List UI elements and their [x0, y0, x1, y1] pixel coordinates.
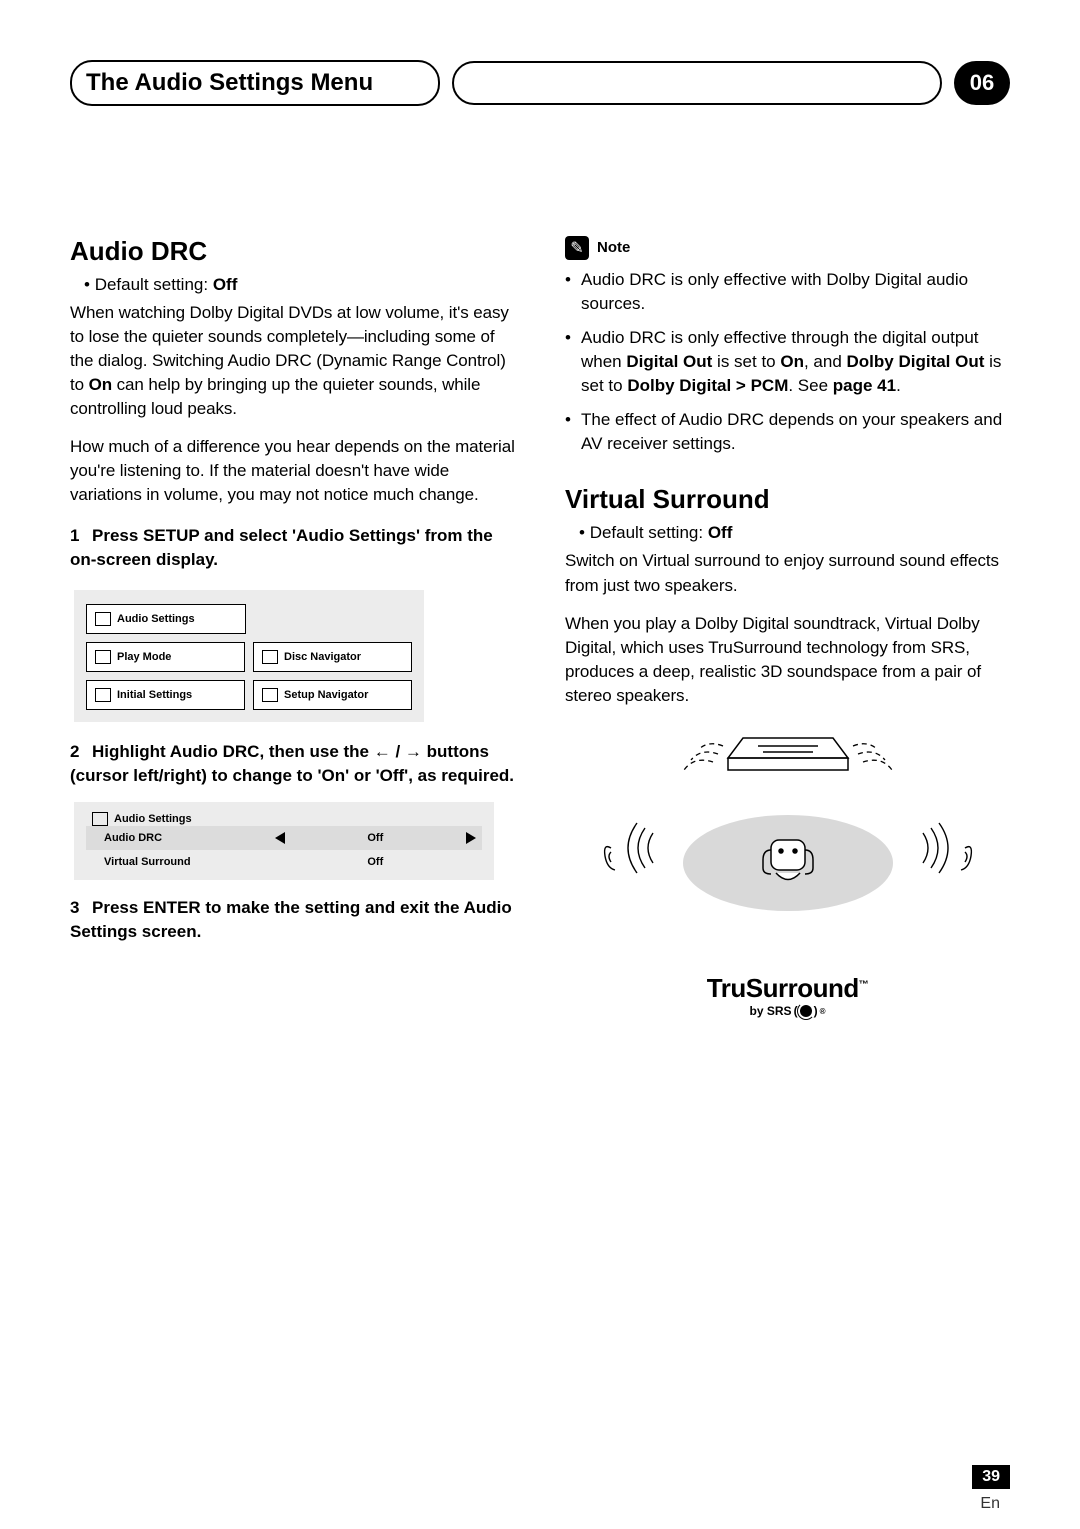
step-2: 2Highlight Audio DRC, then use the ← / →…	[70, 740, 515, 788]
right-column: ✎ Note Audio DRC is only effective with …	[565, 236, 1010, 1019]
speaker-icon	[92, 812, 108, 826]
para-drc-1: When watching Dolby Digital DVDs at low …	[70, 301, 515, 422]
menu-setup-nav-label: Setup Navigator	[284, 689, 368, 701]
logo-srs: SRS	[767, 1004, 792, 1018]
note-label: Note	[597, 239, 630, 256]
step-3: 3Press ENTER to make the setting and exi…	[70, 896, 515, 944]
step3-num: 3	[70, 896, 92, 920]
row2-label: Virtual Surround	[104, 856, 244, 868]
settings-title: Audio Settings	[86, 812, 482, 826]
row2-value: Off	[315, 856, 435, 868]
menu-setup-navigator: Setup Navigator	[253, 680, 412, 710]
header-spacer	[452, 61, 942, 105]
settings-title-text: Audio Settings	[114, 813, 192, 825]
menu-initial-label: Initial Settings	[117, 689, 192, 701]
header-row: The Audio Settings Menu 06	[70, 60, 1010, 106]
menu-audio-settings: Audio Settings	[86, 604, 246, 634]
menu-play-mode: Play Mode	[86, 642, 245, 672]
vs-para-1: Switch on Virtual surround to enjoy surr…	[565, 549, 1010, 597]
menu-disc-navigator: Disc Navigator	[253, 642, 412, 672]
pencil-icon: ✎	[565, 236, 589, 260]
speaker-icon	[95, 612, 111, 626]
logo-sub-text: by SRS ()®	[565, 1004, 1010, 1018]
menu-initial-settings: Initial Settings	[86, 680, 245, 710]
menu-disc-nav-label: Disc Navigator	[284, 651, 361, 663]
gear-icon	[95, 688, 111, 702]
vs-default-value: Off	[708, 523, 733, 542]
setup-icon	[262, 688, 278, 702]
row1-value: Off	[315, 832, 435, 844]
left-column: Audio DRC Default setting: Off When watc…	[70, 236, 515, 1019]
para1c: can help by bringing up the quieter soun…	[70, 375, 480, 418]
vs-default-prefix: Default setting:	[590, 523, 708, 542]
vs-para-2: When you play a Dolby Digital soundtrack…	[565, 612, 1010, 709]
vs-default-row: Default setting: Off	[579, 523, 1010, 543]
n2e: , and	[804, 352, 847, 371]
note-item-2: Audio DRC is only effective through the …	[565, 326, 1010, 398]
n2k: .	[896, 376, 901, 395]
heading-audio-drc: Audio DRC	[70, 236, 515, 267]
para1b: On	[89, 375, 112, 394]
two-columns: Audio DRC Default setting: Off When watc…	[70, 236, 1010, 1019]
step2-num: 2	[70, 740, 92, 764]
surround-diagram	[593, 728, 983, 953]
note-header: ✎ Note	[565, 236, 1010, 260]
n2c: is set to	[712, 352, 780, 371]
para-drc-2: How much of a difference you hear depend…	[70, 435, 515, 507]
chapter-badge: 06	[954, 61, 1010, 105]
section-title-pill: The Audio Settings Menu	[70, 60, 440, 106]
surround-svg	[593, 728, 983, 948]
n2f: Dolby Digital Out	[847, 352, 985, 371]
arrow-right-icon	[466, 832, 476, 844]
n2d: On	[780, 352, 804, 371]
page-number-badge: 39	[972, 1465, 1010, 1489]
settings-figure: Audio Settings Audio DRC Off Virtual Sur…	[74, 802, 494, 880]
default-value: Off	[213, 275, 238, 294]
n2b: Digital Out	[626, 352, 712, 371]
note-item-3: The effect of Audio DRC depends on your …	[565, 408, 1010, 456]
step2-arrows: ← / →	[374, 742, 422, 761]
srs-circle-icon	[800, 1005, 812, 1017]
note-list: Audio DRC is only effective with Dolby D…	[565, 268, 1010, 457]
row1-label: Audio DRC	[104, 832, 244, 844]
language-label: En	[980, 1495, 1000, 1513]
trusurround-logo: TruSurround™ by SRS ()®	[565, 973, 1010, 1018]
note-item-1: Audio DRC is only effective with Dolby D…	[565, 268, 1010, 316]
arrow-left-icon	[275, 832, 285, 844]
settings-row-vs: Virtual Surround Off	[86, 850, 482, 874]
menu-figure: Audio Settings Play Mode Disc Navigator	[74, 590, 424, 722]
bullet-dot	[579, 523, 590, 542]
settings-row-drc: Audio DRC Off	[86, 826, 482, 850]
heading-virtual-surround: Virtual Surround	[565, 484, 1010, 515]
page-content: The Audio Settings Menu 06 Audio DRC Def…	[0, 0, 1080, 1058]
step3-text: Press ENTER to make the setting and exit…	[70, 898, 512, 941]
step1-text: Press SETUP and select 'Audio Settings' …	[70, 526, 493, 569]
step-1: 1Press SETUP and select 'Audio Settings'…	[70, 524, 515, 572]
default-prefix: Default setting:	[95, 275, 213, 294]
n2j: page 41	[833, 376, 896, 395]
logo-by: by	[750, 1004, 767, 1018]
step2a: Highlight Audio DRC, then use the	[92, 742, 374, 761]
default-setting-row: Default setting: Off	[84, 275, 515, 295]
menu-play-mode-label: Play Mode	[117, 651, 171, 663]
disc-icon	[262, 650, 278, 664]
play-icon	[95, 650, 111, 664]
n2i: . See	[788, 376, 832, 395]
logo-main-text: TruSurround™	[565, 973, 1010, 1004]
menu-audio-settings-label: Audio Settings	[117, 613, 195, 625]
bullet-dot	[84, 275, 95, 294]
n2h: Dolby Digital > PCM	[627, 376, 788, 395]
srs-mark: SRS ()®	[767, 1004, 826, 1018]
step1-num: 1	[70, 524, 92, 548]
